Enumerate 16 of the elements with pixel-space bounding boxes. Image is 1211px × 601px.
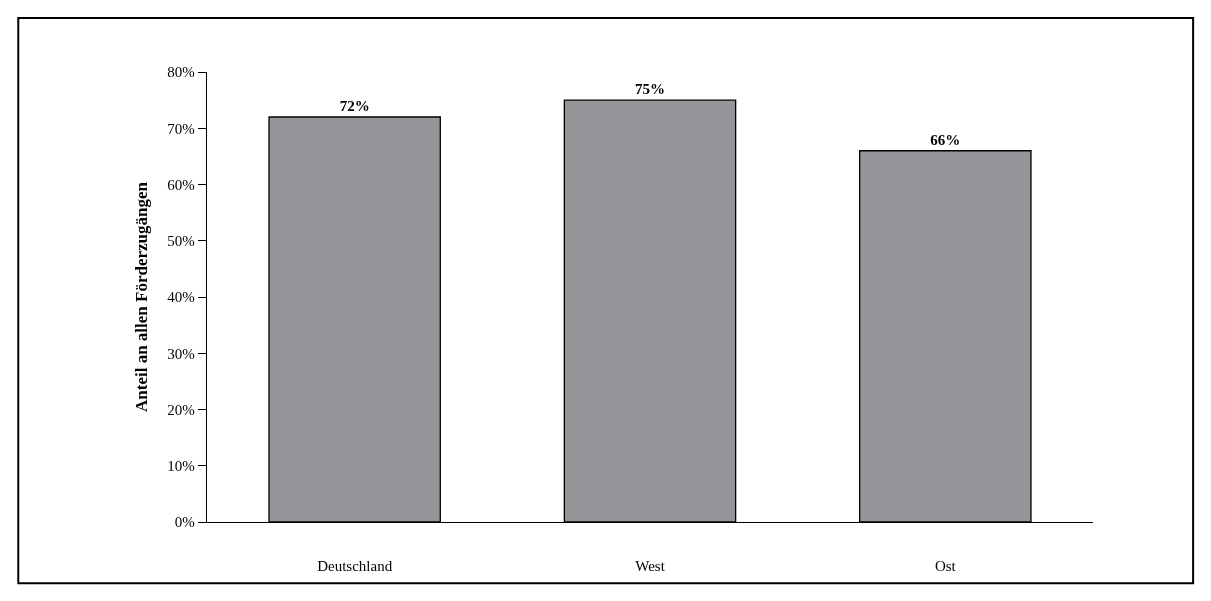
y-tick-label: 10% — [167, 458, 195, 474]
y-tick-label: 30% — [167, 345, 195, 362]
y-tick-label: 80% — [167, 64, 195, 81]
data-label: 66% — [930, 131, 961, 148]
data-label: 75% — [635, 81, 665, 98]
y-tick-label: 20% — [167, 401, 195, 418]
y-tick-label: 60% — [167, 176, 195, 193]
y-tick-label: 0% — [174, 514, 195, 531]
x-tick-label: Deutschland — [317, 558, 393, 575]
x-tick-label: West — [635, 558, 666, 575]
data-label: 72% — [339, 98, 370, 114]
y-axis-title: Anteil an allen Förderzugängen — [131, 181, 151, 412]
y-tick-label: 70% — [167, 120, 195, 137]
y-tick-label: 40% — [167, 289, 195, 306]
x-tick-label: Ost — [934, 558, 957, 575]
y-tick-label: 50% — [167, 233, 195, 249]
